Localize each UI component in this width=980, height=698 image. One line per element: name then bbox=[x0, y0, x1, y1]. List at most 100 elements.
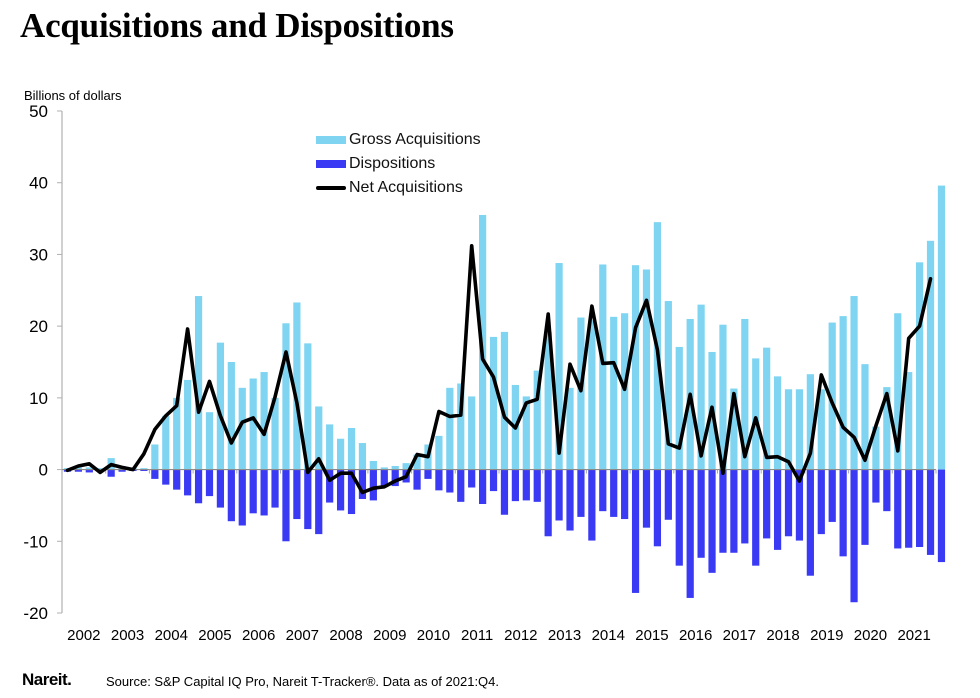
legend-swatch-dispositions bbox=[316, 160, 346, 168]
bar-dispositions bbox=[708, 469, 716, 573]
bar-gross-acquisitions bbox=[205, 412, 214, 470]
x-tick-label: 2008 bbox=[329, 627, 362, 644]
bar-gross-acquisitions bbox=[391, 465, 399, 470]
line-net-acquisitions bbox=[65, 244, 933, 495]
bar-dispositions bbox=[140, 469, 148, 472]
x-tick-label: 2009 bbox=[373, 627, 406, 644]
y-tick-label: 10 bbox=[29, 389, 48, 408]
bar-dispositions bbox=[577, 469, 585, 517]
bar-dispositions bbox=[413, 469, 421, 490]
bar-dispositions bbox=[227, 469, 235, 522]
bar-dispositions bbox=[380, 469, 388, 487]
bar-gross-acquisitions bbox=[271, 397, 279, 470]
x-tick-label: 2017 bbox=[723, 627, 756, 644]
x-tick-label: 2005 bbox=[198, 627, 231, 644]
bar-gross-acquisitions bbox=[544, 331, 552, 470]
bar-dispositions bbox=[752, 469, 760, 566]
bar-dispositions bbox=[763, 469, 771, 539]
bar-gross-acquisitions bbox=[194, 296, 203, 470]
bar-gross-acquisitions bbox=[664, 301, 672, 470]
bar-gross-acquisitions bbox=[905, 372, 913, 470]
bar-gross-acquisitions bbox=[610, 316, 618, 470]
bar-dispositions bbox=[533, 469, 541, 502]
legend-swatch-gross bbox=[316, 136, 346, 144]
x-tick-label: 2015 bbox=[635, 627, 668, 644]
bar-gross-acquisitions bbox=[839, 316, 847, 470]
x-tick-label: 2007 bbox=[286, 627, 319, 644]
bar-dispositions bbox=[719, 469, 727, 553]
bar-dispositions bbox=[850, 469, 858, 603]
bar-gross-acquisitions bbox=[216, 342, 225, 470]
bar-dispositions bbox=[773, 469, 782, 550]
bar-gross-acquisitions bbox=[522, 396, 530, 470]
bar-dispositions bbox=[828, 469, 836, 522]
bar-dispositions bbox=[457, 469, 465, 502]
bar-dispositions bbox=[173, 469, 181, 490]
bar-dispositions bbox=[205, 469, 214, 497]
x-tick-label: 2014 bbox=[592, 627, 625, 644]
bar-gross-acquisitions bbox=[500, 331, 509, 470]
bar-gross-acquisitions bbox=[533, 370, 541, 470]
bar-gross-acquisitions bbox=[184, 379, 192, 470]
bar-dispositions bbox=[326, 469, 334, 503]
bar-dispositions bbox=[872, 469, 880, 503]
bar-gross-acquisitions bbox=[358, 443, 367, 470]
bar-gross-acquisitions bbox=[74, 467, 82, 470]
bar-gross-acquisitions bbox=[402, 463, 410, 470]
bar-gross-acquisitions bbox=[599, 264, 607, 470]
bar-dispositions bbox=[610, 469, 618, 517]
x-tick-label: 2019 bbox=[810, 627, 843, 644]
y-axis-label: Billions of dollars bbox=[24, 88, 122, 103]
bar-gross-acquisitions bbox=[446, 387, 454, 470]
y-tick-label: 50 bbox=[29, 102, 48, 121]
bar-dispositions bbox=[511, 469, 519, 502]
bar-gross-acquisitions bbox=[282, 323, 290, 470]
y-tick-label: -10 bbox=[23, 532, 48, 551]
bar-dispositions bbox=[817, 469, 825, 535]
bar-dispositions bbox=[664, 469, 672, 520]
bar-dispositions bbox=[599, 469, 607, 512]
bar-dispositions bbox=[916, 469, 924, 548]
bar-dispositions bbox=[74, 469, 82, 472]
bar-gross-acquisitions bbox=[85, 467, 93, 470]
bar-dispositions bbox=[216, 469, 225, 508]
bar-dispositions bbox=[489, 469, 498, 492]
bar-dispositions bbox=[631, 469, 640, 593]
bar-dispositions bbox=[741, 469, 749, 544]
bar-gross-acquisitions bbox=[260, 372, 268, 470]
bar-dispositions bbox=[937, 469, 946, 563]
y-tick-label: 30 bbox=[29, 245, 48, 264]
bar-gross-acquisitions bbox=[795, 389, 804, 470]
bar-gross-acquisitions bbox=[380, 467, 388, 470]
bar-dispositions bbox=[85, 469, 93, 473]
bar-gross-acquisitions bbox=[916, 262, 924, 470]
bar-gross-acquisitions bbox=[293, 302, 301, 470]
bar-dispositions bbox=[151, 469, 159, 479]
bar-gross-acquisitions bbox=[883, 387, 891, 470]
legend-label-dispositions: Dispositions bbox=[349, 155, 436, 172]
bar-dispositions bbox=[926, 469, 935, 555]
bar-gross-acquisitions bbox=[752, 358, 760, 470]
bar-dispositions bbox=[282, 469, 290, 542]
bar-dispositions bbox=[621, 469, 629, 520]
bar-dispositions bbox=[566, 469, 574, 531]
bar-gross-acquisitions bbox=[894, 313, 902, 470]
legend-label-net: Net Acquisitions bbox=[349, 179, 463, 196]
bar-dispositions bbox=[315, 469, 323, 535]
x-tick-label: 2002 bbox=[67, 627, 100, 644]
y-tick-label: 20 bbox=[29, 317, 48, 336]
bar-gross-acquisitions bbox=[828, 322, 836, 470]
bar-dispositions bbox=[118, 469, 126, 472]
x-tick-label: 2004 bbox=[155, 627, 188, 644]
bar-dispositions bbox=[260, 469, 268, 516]
bar-dispositions bbox=[730, 469, 738, 553]
bar-dispositions bbox=[653, 469, 662, 547]
bar-dispositions bbox=[391, 469, 399, 487]
bar-gross-acquisitions bbox=[719, 324, 727, 470]
bar-dispositions bbox=[795, 469, 804, 541]
bar-dispositions bbox=[304, 469, 312, 530]
bar-dispositions bbox=[271, 469, 279, 508]
bar-gross-acquisitions bbox=[369, 460, 377, 470]
y-tick-label: 40 bbox=[29, 174, 48, 193]
